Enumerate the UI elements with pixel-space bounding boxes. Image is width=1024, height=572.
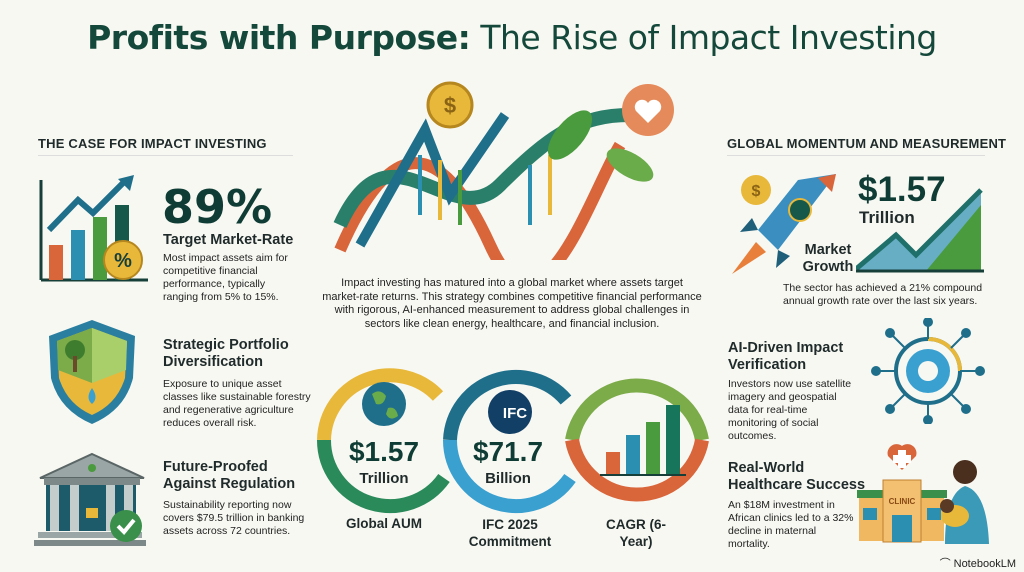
left-section-heading: THE CASE FOR IMPACT INVESTING bbox=[38, 136, 267, 151]
ifc-label: IFC 2025 Commitment bbox=[468, 517, 552, 549]
clinic-sign: CLINIC bbox=[889, 497, 916, 506]
notebooklm-brand: ⌒ NotebookLM bbox=[940, 555, 1016, 571]
rings-graphic: IFC bbox=[317, 368, 709, 513]
network-globe-icon bbox=[871, 318, 985, 424]
clinic-mother-icon: CLINIC bbox=[857, 444, 989, 544]
growth-unit: Trillion bbox=[859, 208, 915, 227]
growth-value: $1.57 bbox=[858, 170, 946, 209]
growth-chart-icon bbox=[856, 188, 984, 273]
page-title: Profits with Purpose: The Rise of Impact… bbox=[0, 18, 1024, 57]
global-aum-value: $1.57 bbox=[348, 436, 420, 467]
dna-plant-illustration: $ bbox=[333, 81, 674, 260]
item-text: Exposure to unique asset classes like su… bbox=[163, 378, 311, 429]
bank-check-icon bbox=[34, 452, 146, 546]
item-text: Investors now use satellite imagery and … bbox=[728, 378, 852, 442]
growth-text: The sector has achieved a 21% compound a… bbox=[783, 282, 983, 307]
divider bbox=[38, 155, 293, 156]
ifc-unit: Billion bbox=[485, 470, 531, 487]
global-aum-label: Global AUM bbox=[346, 516, 422, 531]
cagr-label: CAGR (6-Year) bbox=[606, 517, 666, 549]
ifc-logo: IFC bbox=[488, 390, 532, 434]
divider bbox=[727, 155, 985, 156]
svg-text:IFC: IFC bbox=[503, 405, 527, 422]
title-bold: Profits with Purpose: bbox=[87, 18, 471, 57]
item-text: Most impact assets aim for competitive f… bbox=[163, 252, 288, 303]
growth-label: Market Growth bbox=[802, 242, 854, 275]
right-section-heading: GLOBAL MOMENTUM AND MEASUREMENT bbox=[727, 136, 1007, 151]
global-aum-unit: Trillion bbox=[359, 470, 409, 487]
ifc-value: $71.7 bbox=[472, 436, 544, 467]
svg-text:$: $ bbox=[752, 183, 761, 200]
svg-text:%: % bbox=[114, 250, 132, 272]
item-text: Sustainability reporting now covers $79.… bbox=[163, 499, 305, 537]
notebooklm-logo-icon: ⌒ bbox=[939, 558, 954, 570]
bar-chart-icon bbox=[600, 405, 686, 476]
item-title: Real-World Healthcare Success bbox=[728, 460, 866, 493]
item-text: An $18M investment in African clinics le… bbox=[728, 499, 854, 550]
brand-text: NotebookLM bbox=[953, 558, 1016, 570]
shield-nature-icon bbox=[49, 320, 135, 424]
stat-89-percent: 89% bbox=[162, 180, 273, 234]
item-title: Future-Proofed Against Regulation bbox=[163, 459, 296, 492]
item-title: Strategic Portfolio Diversification bbox=[163, 337, 289, 370]
item-title: AI-Driven Impact Verification bbox=[728, 340, 844, 373]
globe-icon bbox=[362, 382, 406, 426]
intro-paragraph: Impact investing has matured into a glob… bbox=[322, 277, 702, 330]
svg-text:$: $ bbox=[444, 93, 456, 118]
item-title: Target Market-Rate bbox=[163, 232, 294, 248]
bar-chart-percent-icon: % bbox=[39, 175, 148, 282]
rocket-icon: $ bbox=[732, 174, 836, 274]
title-rest: The Rise of Impact Investing bbox=[470, 18, 937, 57]
